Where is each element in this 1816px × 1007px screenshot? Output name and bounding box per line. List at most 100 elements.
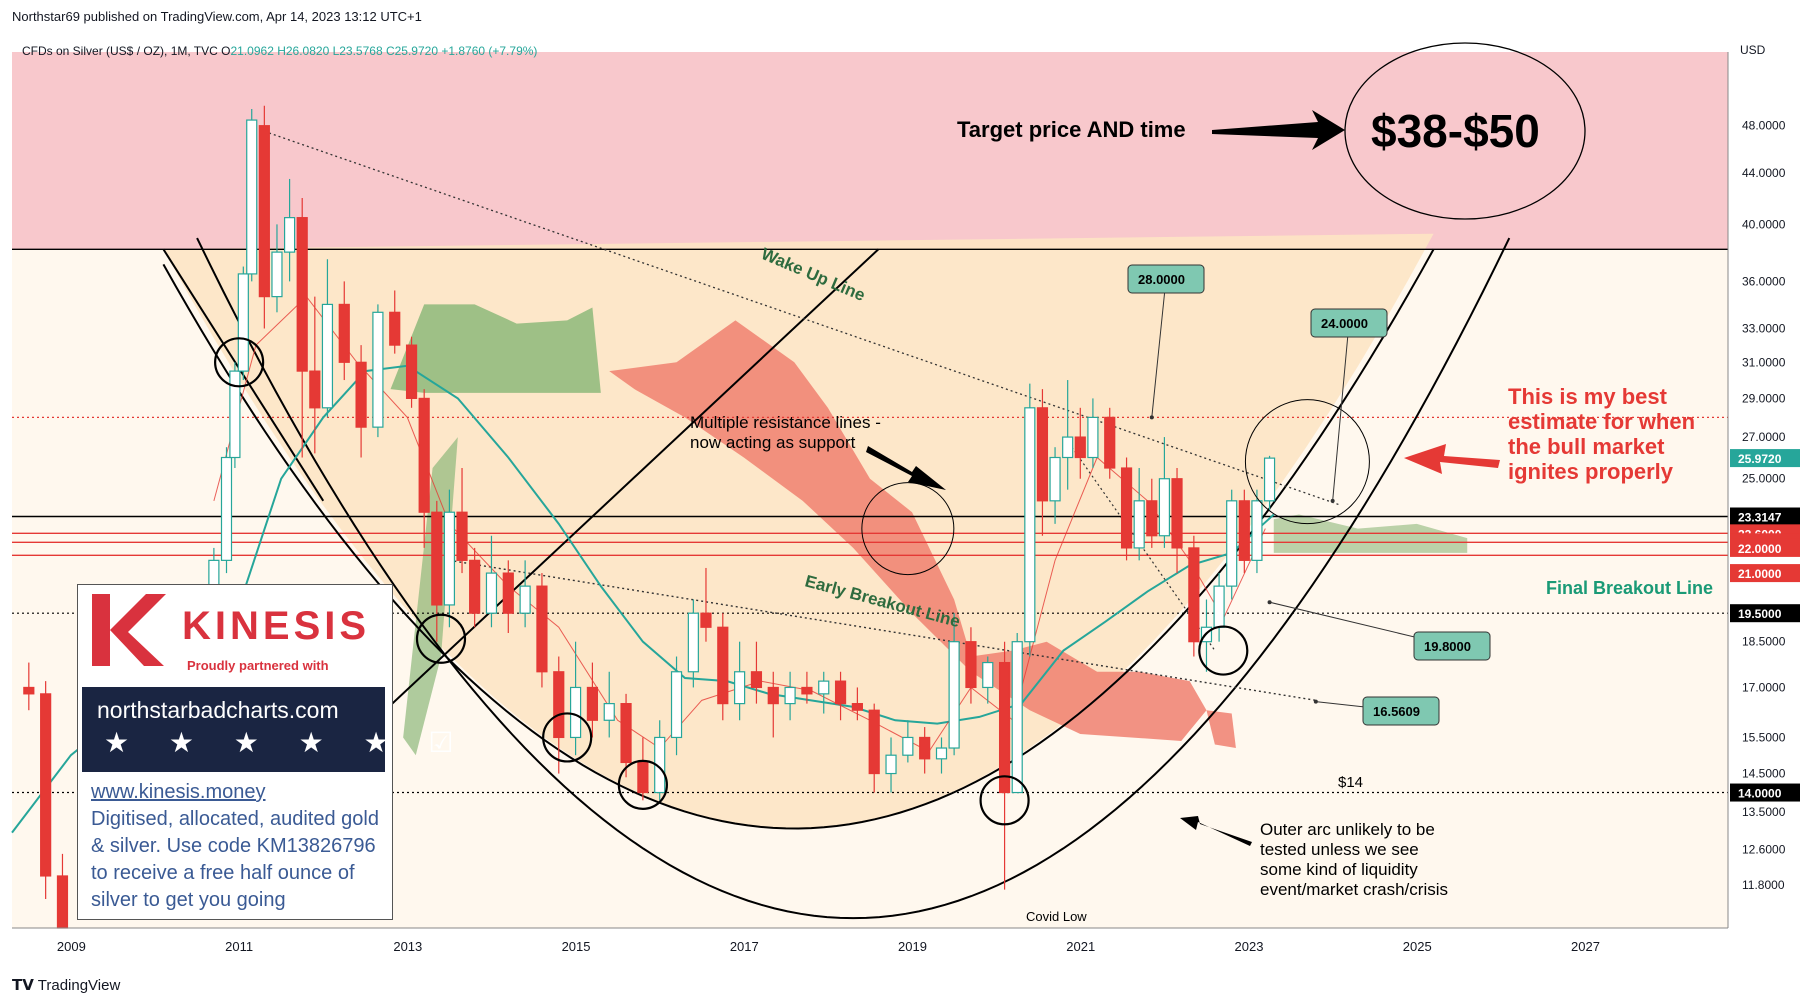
- x-tick-label: 2011: [225, 939, 253, 954]
- x-tick-label: 2009: [57, 939, 86, 954]
- candle-body: [982, 661, 994, 689]
- candle-body: [851, 703, 863, 711]
- candle-body: [220, 456, 233, 561]
- resistance-label-1: Multiple resistance lines -: [690, 413, 881, 432]
- x-tick-label: 2027: [1571, 939, 1600, 954]
- price-tag: [1730, 783, 1800, 802]
- fourteen-label: $14: [1338, 774, 1363, 791]
- tv-logo-text: TradingView: [37, 977, 121, 994]
- y-tick-label: 18.5000: [1742, 635, 1786, 649]
- callout-leader: [1332, 322, 1350, 501]
- candle-body: [586, 686, 599, 721]
- promo-site-banner[interactable]: [82, 687, 385, 772]
- candle-body: [355, 361, 367, 428]
- candle-body: [935, 747, 948, 760]
- callout-anchor: [1330, 498, 1335, 503]
- candle-body: [229, 370, 241, 459]
- promo-body: Digitised, allocated, audited gold & sil…: [91, 808, 379, 911]
- ichimoku-cloud-red: [609, 320, 1207, 741]
- candle-body: [1036, 407, 1049, 502]
- early-breakout-line: [449, 559, 1316, 702]
- touch-circle: [214, 337, 265, 388]
- y-tick-label: 25.0000: [1742, 472, 1786, 486]
- candle-body: [418, 397, 430, 513]
- callout-anchor: [1313, 699, 1318, 704]
- candle-body: [372, 311, 384, 428]
- target-arrow: [1212, 110, 1345, 150]
- x-tick-label: 2017: [730, 939, 759, 954]
- candle-body: [637, 761, 649, 794]
- candle-body: [700, 612, 712, 628]
- y-tick-label: 11.8000: [1742, 878, 1785, 892]
- y-tick-label: 13.5000: [1742, 805, 1786, 819]
- promo-site[interactable]: northstarbadcharts.com: [97, 697, 339, 723]
- candle-body: [965, 641, 977, 689]
- promo-text: www.kinesis.money Digitised, allocated, …: [91, 779, 391, 914]
- outer-arc-label-4: event/market crash/crisis: [1260, 880, 1448, 899]
- candle-body: [1011, 641, 1023, 794]
- candle-body: [1226, 500, 1238, 587]
- price-tag: [1730, 449, 1800, 468]
- target-ellipse: [1344, 42, 1586, 220]
- candle-body: [469, 559, 481, 614]
- candle-body: [1188, 547, 1200, 643]
- candle-body: [389, 311, 401, 346]
- x-tick-label: 2013: [393, 939, 422, 954]
- promo-link[interactable]: www.kinesis.money: [91, 781, 266, 803]
- symbol-name: CFDs on Silver (US$ / OZ), 1M, TVC O: [22, 44, 231, 58]
- candle-body: [767, 686, 779, 705]
- candle-body: [1238, 500, 1250, 561]
- y-tick-label: 31.0000: [1742, 355, 1786, 369]
- callout-box: [1413, 631, 1491, 661]
- candle-body: [519, 585, 531, 614]
- publisher-header: Northstar69 published on TradingView.com…: [12, 9, 422, 24]
- candle-body: [919, 736, 931, 760]
- candle-body: [1263, 457, 1276, 502]
- y-tick-label: 27.0000: [1742, 430, 1786, 444]
- touch-circle: [1198, 625, 1249, 676]
- candle-body: [246, 119, 258, 275]
- candle-body: [801, 686, 813, 695]
- callout-label: 16.5609: [1373, 704, 1420, 719]
- callout-label: 24.0000: [1321, 316, 1368, 331]
- candle-body: [1213, 585, 1225, 628]
- ichimoku-cloud-red-2: [1206, 710, 1236, 749]
- candle-body: [620, 703, 632, 764]
- price-tag-label: 25.9720: [1738, 452, 1782, 466]
- symbol-info-bar[interactable]: CFDs on Silver (US$ / OZ), 1M, TVC O21.0…: [22, 44, 537, 58]
- target-label: Target price AND time: [957, 117, 1186, 142]
- estimate-label-4: ignites properly: [1508, 459, 1674, 484]
- x-tick-label: 2021: [1066, 939, 1095, 954]
- callout-anchor: [1267, 600, 1272, 605]
- price-tag: [1730, 538, 1800, 557]
- estimate-label-3: the bull market: [1508, 434, 1665, 459]
- promo-brand: KINESIS: [182, 604, 371, 648]
- tradingview-logo[interactable]: 𝗧𝗩 TradingView: [12, 976, 120, 994]
- candle-body: [485, 572, 498, 614]
- candle-body: [1104, 416, 1116, 469]
- y-tick-label: 29.0000: [1742, 391, 1786, 405]
- candle-body: [1062, 436, 1074, 459]
- outer-arc-arrow: [1180, 816, 1252, 846]
- x-tick-label: 2015: [562, 939, 591, 954]
- candle-body: [1171, 478, 1183, 549]
- estimate-label-1: This is my best: [1508, 384, 1668, 409]
- candle-body: [603, 703, 615, 721]
- candle-body: [834, 680, 847, 705]
- kinesis-logo-icon: [92, 594, 166, 666]
- candle-body: [1049, 456, 1061, 502]
- y-tick-label: 15.5000: [1742, 730, 1786, 744]
- estimate-label-2: estimate for when: [1508, 409, 1695, 434]
- callout-leader: [1151, 278, 1167, 418]
- tv-logo-icon: 𝗧𝗩: [12, 977, 34, 994]
- candle-body: [902, 736, 914, 756]
- price-tag-label: 22.0000: [1738, 542, 1782, 556]
- candle-body: [670, 671, 683, 739]
- y-tick-label: 14.5000: [1742, 767, 1786, 781]
- candle-body: [998, 661, 1011, 794]
- candle-body: [553, 671, 565, 739]
- callout-label: 19.8000: [1424, 639, 1471, 654]
- promo-stars: ★ ★ ★ ★ ★ ☑: [104, 727, 470, 758]
- y-tick-label: 33.0000: [1742, 321, 1786, 335]
- candle-body: [1087, 416, 1099, 459]
